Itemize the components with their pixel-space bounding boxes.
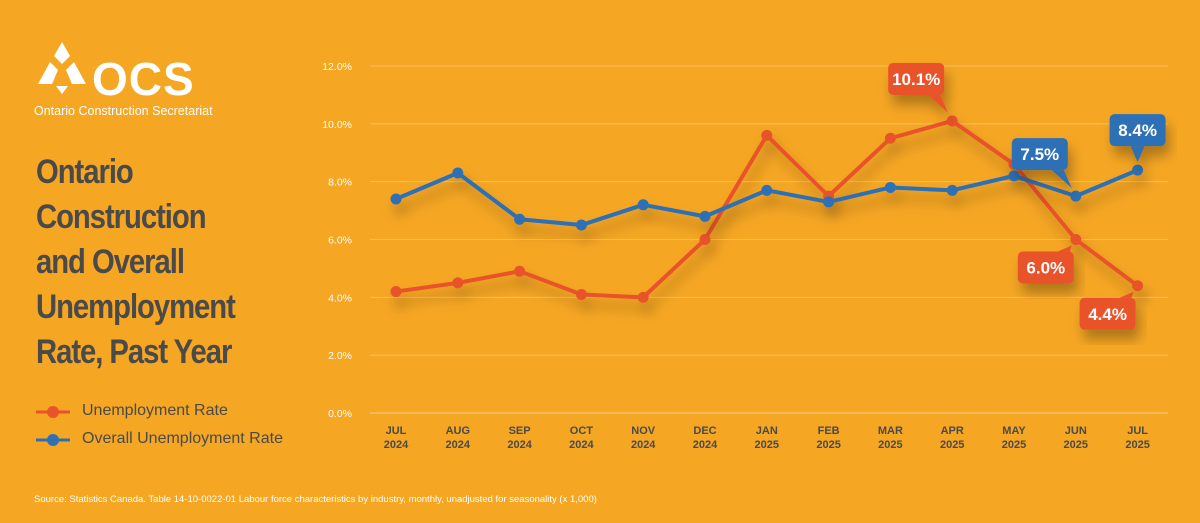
y-tick-label: 8.0% [328, 177, 352, 189]
data-point-overall [946, 184, 958, 196]
y-tick-label: 4.0% [328, 292, 352, 304]
x-tick-label: JAN 2025 [755, 425, 779, 451]
callout-box [888, 62, 945, 95]
series-overall [390, 164, 1144, 231]
callout-pointer [1057, 245, 1072, 252]
callout-box [1017, 251, 1074, 284]
title-line: Unemployment [36, 288, 236, 326]
data-point-overall [823, 196, 835, 208]
data-point-overall [514, 213, 526, 225]
callout-pointer [928, 94, 949, 113]
data-point-construction [1132, 280, 1144, 292]
legend-line-marker-icon [36, 434, 70, 446]
x-tick-label: OCT 2024 [569, 425, 594, 451]
data-point-construction [514, 265, 526, 277]
y-tick-label: 12.0% [322, 61, 352, 73]
x-tick-label: JUL 2024 [384, 425, 409, 451]
y-tick-label: 10.0% [322, 119, 352, 131]
data-point-overall [390, 193, 402, 205]
legend-label: Unemployment Rate [82, 402, 228, 419]
y-tick-label: 6.0% [328, 235, 352, 247]
x-tick-label: SEP 2024 [507, 425, 532, 451]
ocs-logo-icon [38, 42, 86, 94]
title-line: Rate, Past Year [36, 333, 232, 371]
data-point-construction [761, 129, 773, 141]
data-point-overall [761, 184, 773, 196]
logo-text: OCS [92, 53, 195, 105]
data-point-construction [390, 286, 402, 298]
callout-box [1011, 138, 1068, 171]
x-tick-label: APR 2025 [940, 425, 964, 451]
legend-label: Overall Unemployment Rate [82, 430, 283, 447]
chart-title: Ontario Construction and Overall Unemplo… [36, 150, 260, 375]
data-label: 4.4% [1088, 305, 1127, 324]
data-label: 10.1% [892, 70, 940, 89]
callout-construction: 10.1% [888, 62, 949, 113]
callout-overall: 7.5% [1011, 138, 1072, 189]
data-point-construction [699, 234, 711, 245]
x-tick-label: AUG 2024 [446, 425, 471, 451]
data-point-construction [575, 288, 587, 300]
legend-line-marker-icon [36, 406, 70, 418]
series-line-overall [395, 168, 1139, 228]
callout-pointer [1119, 291, 1134, 298]
data-point-construction [637, 291, 649, 303]
title-line: Ontario [36, 153, 134, 191]
callout-box [1079, 297, 1136, 330]
callout-construction: 6.0% [1017, 245, 1074, 284]
data-label: 8.4% [1118, 121, 1157, 140]
callout-pointer [1051, 170, 1072, 189]
callout-construction: 4.4% [1079, 291, 1136, 330]
x-tick-label: MAR 2025 [878, 425, 903, 451]
data-label: 7.5% [1020, 145, 1059, 164]
title-line: Construction [36, 198, 207, 236]
x-tick-label: MAY 2025 [1002, 425, 1027, 451]
logo-subtitle: Ontario Construction Secretariat [34, 104, 213, 118]
data-point-overall [452, 167, 464, 179]
x-tick-label: DEC 2024 [693, 425, 718, 451]
x-tick-label: FEB 2025 [816, 425, 840, 451]
callout-overall: 8.4% [1109, 114, 1166, 163]
data-point-overall [1008, 170, 1020, 182]
data-point-overall [884, 181, 896, 193]
title-line: and Overall [36, 243, 185, 281]
data-point-overall [1070, 190, 1082, 202]
data-point-construction [1070, 234, 1082, 245]
x-tick-label: NOV 2024 [631, 425, 656, 451]
y-tick-label: 0.0% [328, 408, 352, 420]
y-tick-label: 2.0% [328, 350, 352, 362]
data-point-construction [946, 115, 958, 127]
data-point-construction [452, 277, 464, 289]
data-point-overall [1132, 164, 1144, 176]
data-point-construction [884, 132, 896, 144]
x-tick-label: JUN 2025 [1064, 425, 1088, 451]
callout-box [1109, 114, 1166, 147]
data-point-overall [699, 210, 711, 222]
data-point-overall [637, 199, 649, 211]
data-point-overall [575, 219, 587, 231]
data-label: 6.0% [1026, 259, 1065, 278]
ocs-logo: OCS Ontario Construction Secretariat [34, 38, 234, 118]
callout-pointer [1130, 146, 1145, 163]
x-tick-label: JUL 2025 [1125, 425, 1149, 451]
source-note: Source: Statistics Canada. Table 14-10-0… [34, 494, 597, 505]
